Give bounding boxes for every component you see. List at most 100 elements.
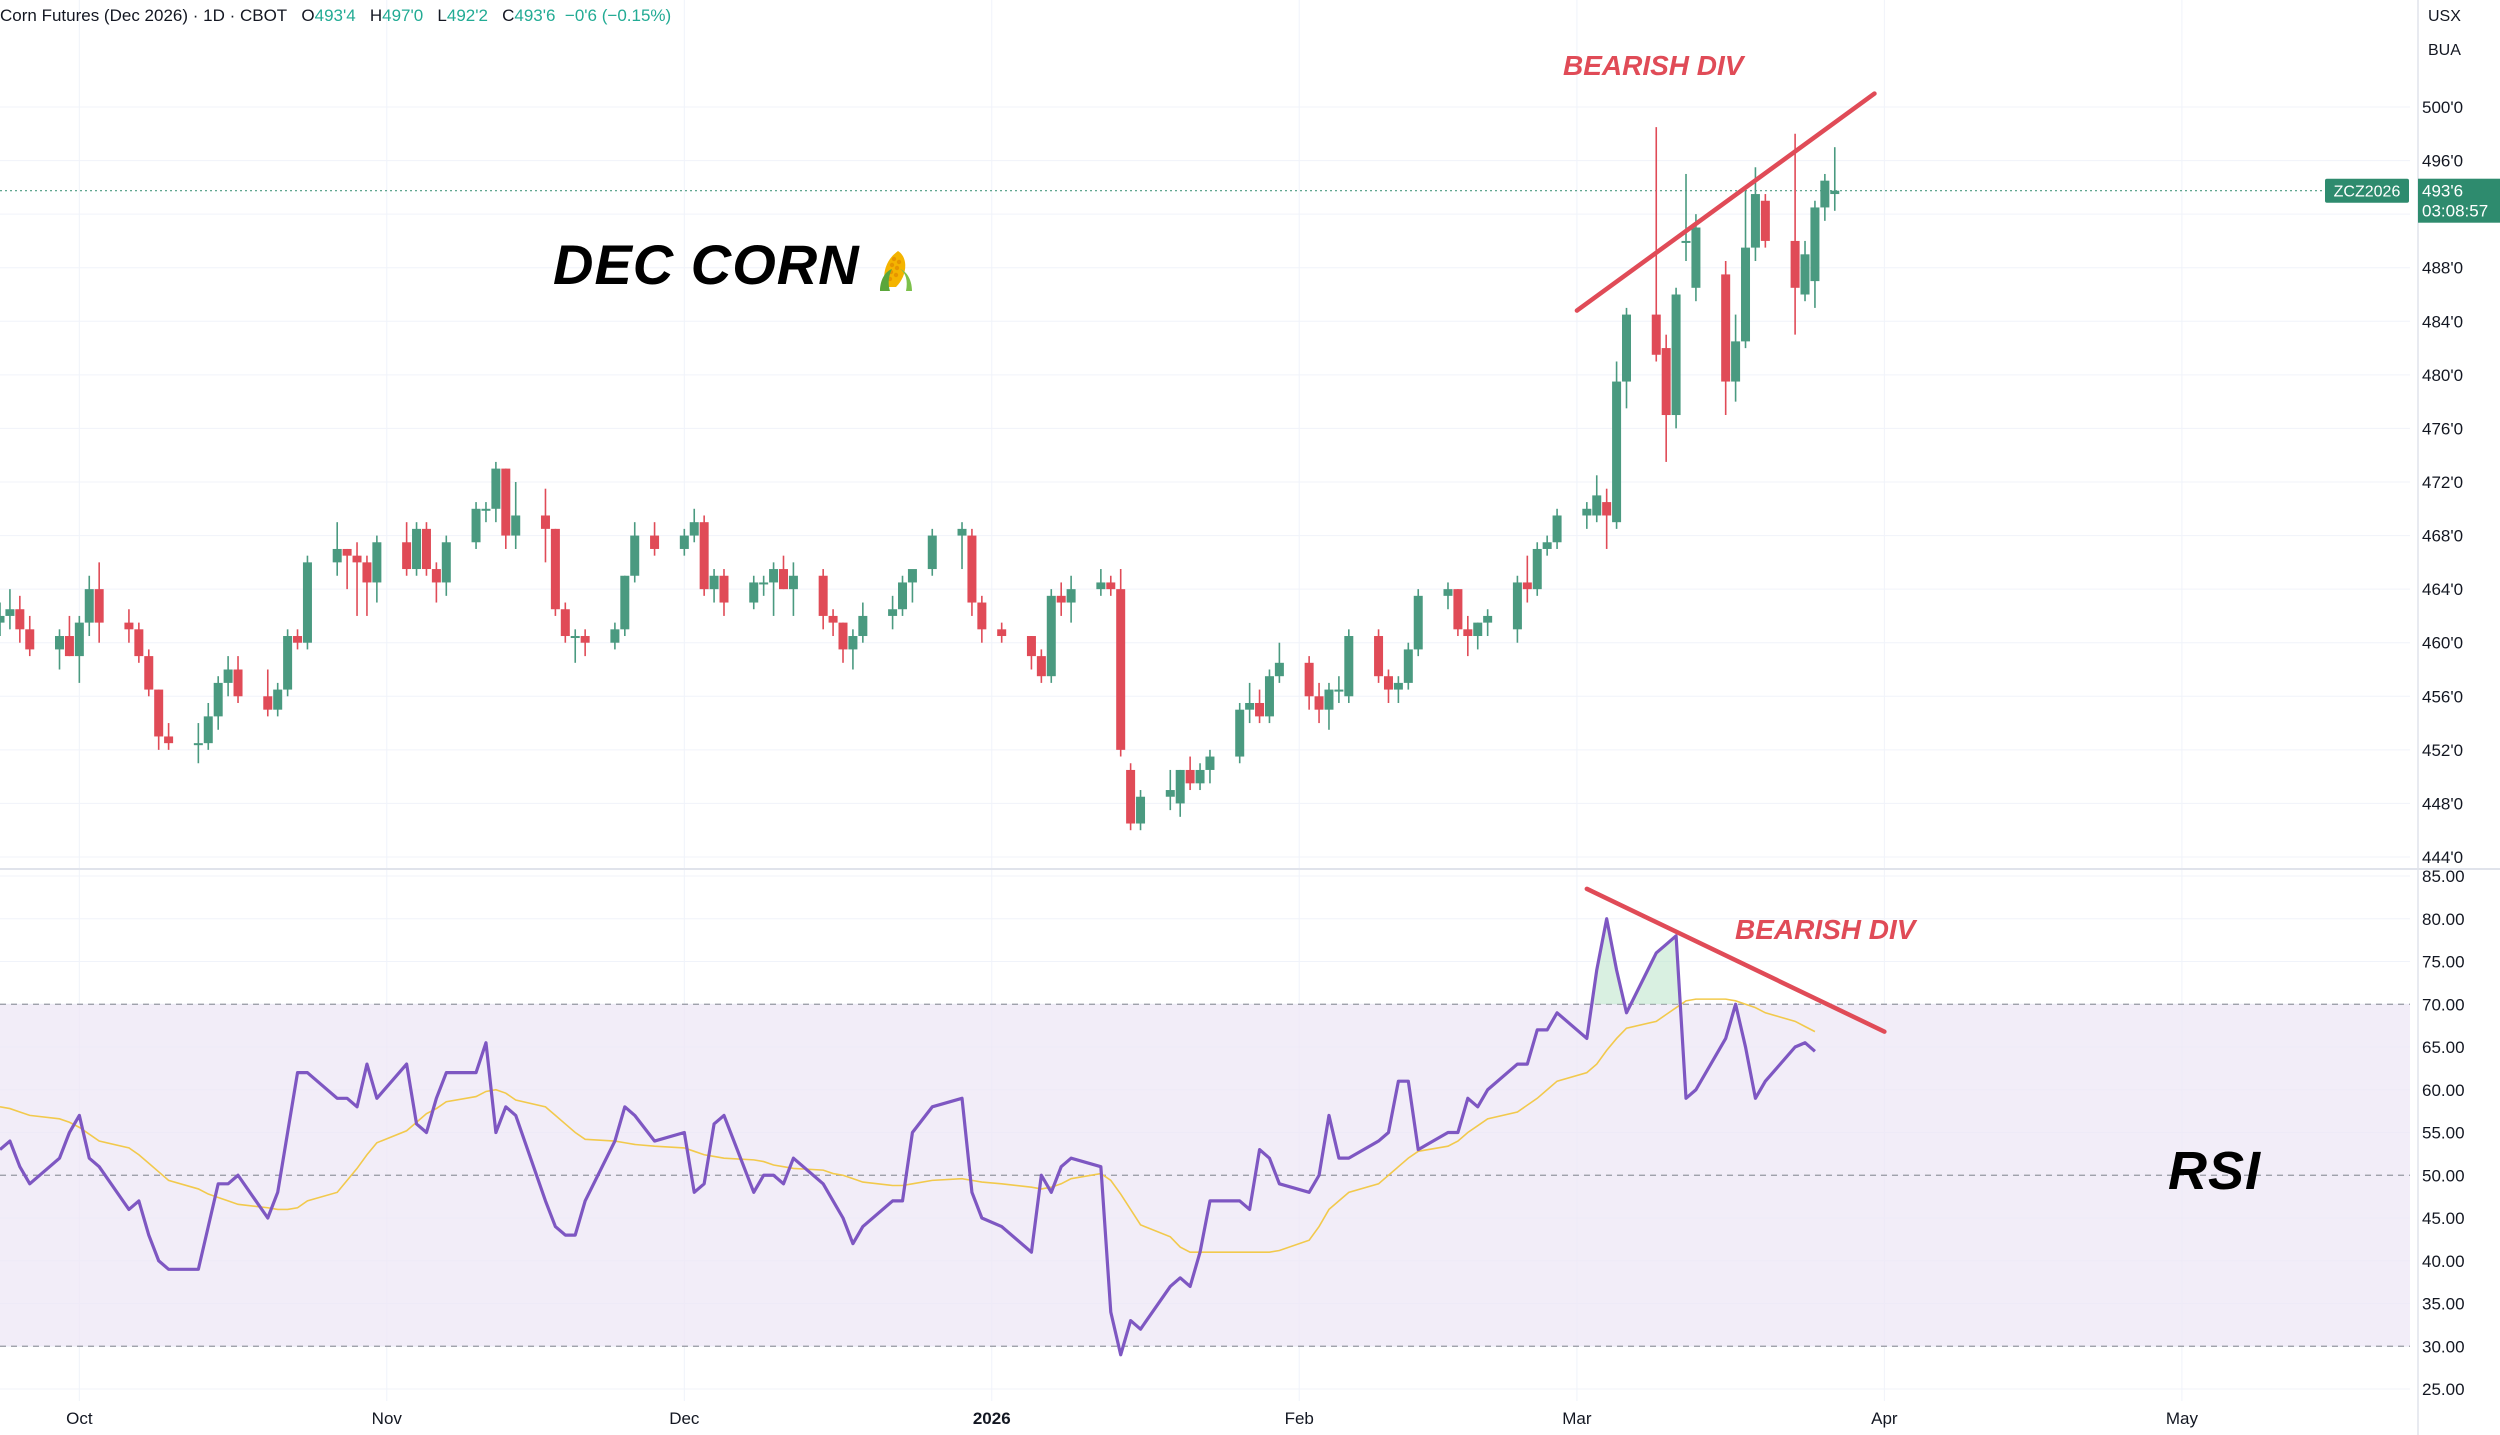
candle-body	[769, 569, 779, 583]
candle-body	[1651, 314, 1661, 355]
price-tag-countdown: 03:08:57	[2422, 202, 2488, 221]
candle-body	[560, 609, 570, 637]
rsi-pane-label: RSI	[2168, 1141, 2262, 1201]
candle-body	[213, 682, 223, 717]
low-value: 492'2	[446, 6, 488, 25]
candle-body	[352, 555, 362, 563]
candle-body	[501, 468, 511, 536]
symbol-tag	[2325, 178, 2409, 203]
candle-body	[1403, 649, 1413, 683]
candle-body	[5, 609, 15, 616]
price-tick-label: 488'0	[2422, 259, 2463, 278]
price-tag-value: 493'6	[2422, 182, 2463, 201]
candle-body	[193, 743, 203, 746]
candle-body	[1344, 636, 1354, 697]
candle-body	[1810, 207, 1820, 282]
price-divergence-label: BEARISH DIV	[1563, 50, 1744, 81]
candle-body	[898, 582, 908, 610]
candle-body	[620, 575, 630, 630]
candle-body	[263, 696, 273, 710]
candle-body	[1245, 702, 1255, 710]
price-tick-label: 444'0	[2422, 848, 2463, 867]
candle-body	[302, 562, 312, 643]
candle-body	[858, 615, 868, 637]
symbol-header: Corn Futures (Dec 2026) · 1D · CBOT O493…	[0, 6, 671, 30]
candle-body	[481, 508, 491, 511]
candle-body	[997, 629, 1007, 637]
high-label: H	[369, 6, 383, 25]
candle-body	[1235, 709, 1245, 757]
candle-body	[1334, 689, 1344, 692]
candle-body	[1760, 200, 1770, 241]
candle-body	[719, 575, 729, 603]
price-tick-label: 464'0	[2422, 580, 2463, 599]
candle-body	[759, 582, 769, 585]
candle-body	[15, 609, 25, 630]
time-tick-label: Feb	[1285, 1409, 1314, 1428]
candle-body	[1205, 756, 1215, 770]
candle-body	[1383, 676, 1393, 690]
candle-body	[679, 535, 689, 549]
currency-unit[interactable]: USX	[2428, 8, 2461, 25]
time-tick-label: 2026	[973, 1409, 1011, 1428]
contract-unit[interactable]: BUA	[2428, 42, 2461, 59]
candle-body	[362, 562, 372, 583]
candle-body	[610, 629, 620, 643]
last-price-tag: ZCZ2026 493'6 03:08:57	[2325, 178, 2500, 223]
rsi-tick-label: 65.00	[2422, 1038, 2465, 1057]
candle-body	[1324, 689, 1334, 710]
candle-body	[283, 636, 293, 690]
candle-body	[134, 629, 144, 657]
rsi-line	[0, 917, 1816, 1357]
candle-body	[1522, 582, 1532, 590]
rsi-overbought-fill	[1591, 918, 1681, 1005]
candle-body	[94, 589, 104, 623]
close-value: 493'6	[514, 6, 556, 25]
price-tick-label: 468'0	[2422, 527, 2463, 546]
rsi-tick-label: 75.00	[2422, 953, 2465, 972]
price-tick-label: 460'0	[2422, 634, 2463, 653]
candle-body	[412, 528, 422, 570]
candle-body	[154, 689, 164, 737]
candle-body	[1612, 381, 1622, 523]
candle-body	[1443, 589, 1453, 596]
rsi-tick-label: 30.00	[2422, 1337, 2465, 1356]
candle-body	[124, 622, 134, 630]
candle-body	[1473, 622, 1483, 637]
price-divergence-trendline	[1574, 91, 1877, 313]
open-value: 493'4	[314, 6, 356, 25]
candle-body	[1552, 515, 1562, 543]
candle-body	[1671, 294, 1681, 416]
price-tick-label: 500'0	[2422, 98, 2463, 117]
candle-body	[233, 669, 243, 697]
rsi-tick-label: 85.00	[2422, 867, 2465, 886]
candle-body	[1532, 548, 1542, 590]
candle-body	[332, 548, 342, 563]
candle-body	[1304, 662, 1314, 697]
rsi-tick-label: 25.00	[2422, 1380, 2465, 1399]
rsi-tick-label: 35.00	[2422, 1295, 2465, 1314]
time-axis-ticks: Oct Nov Dec 2026 Feb Mar Apr May	[66, 1409, 2198, 1428]
candle-body	[25, 629, 35, 650]
candle-body	[372, 542, 382, 583]
rsi-axis-ticks: 85.00 80.00 75.00 70.00 65.00 60.00 55.00 50.00…	[2422, 867, 2465, 1399]
candle-body	[203, 716, 213, 744]
candle-body	[550, 528, 560, 610]
candle-body	[1314, 696, 1324, 710]
candle-body	[1126, 769, 1136, 824]
rsi-tick-label: 60.00	[2422, 1081, 2465, 1100]
candle-body	[1393, 682, 1403, 690]
change-value: −0'6 (−0.15%)	[564, 6, 672, 25]
candle-body	[1750, 194, 1760, 248]
candle-body	[293, 636, 303, 643]
candle-body	[1661, 348, 1671, 416]
price-tag	[2418, 178, 2500, 223]
time-tick-label: Apr	[1871, 1409, 1898, 1428]
candle-body	[957, 528, 967, 536]
candle-body	[55, 636, 65, 650]
low-label: L	[437, 6, 447, 25]
candle-body	[788, 575, 798, 590]
candle-body	[699, 522, 709, 590]
rsi-tick-label: 50.00	[2422, 1166, 2465, 1185]
price-tick-label: 456'0	[2422, 687, 2463, 706]
